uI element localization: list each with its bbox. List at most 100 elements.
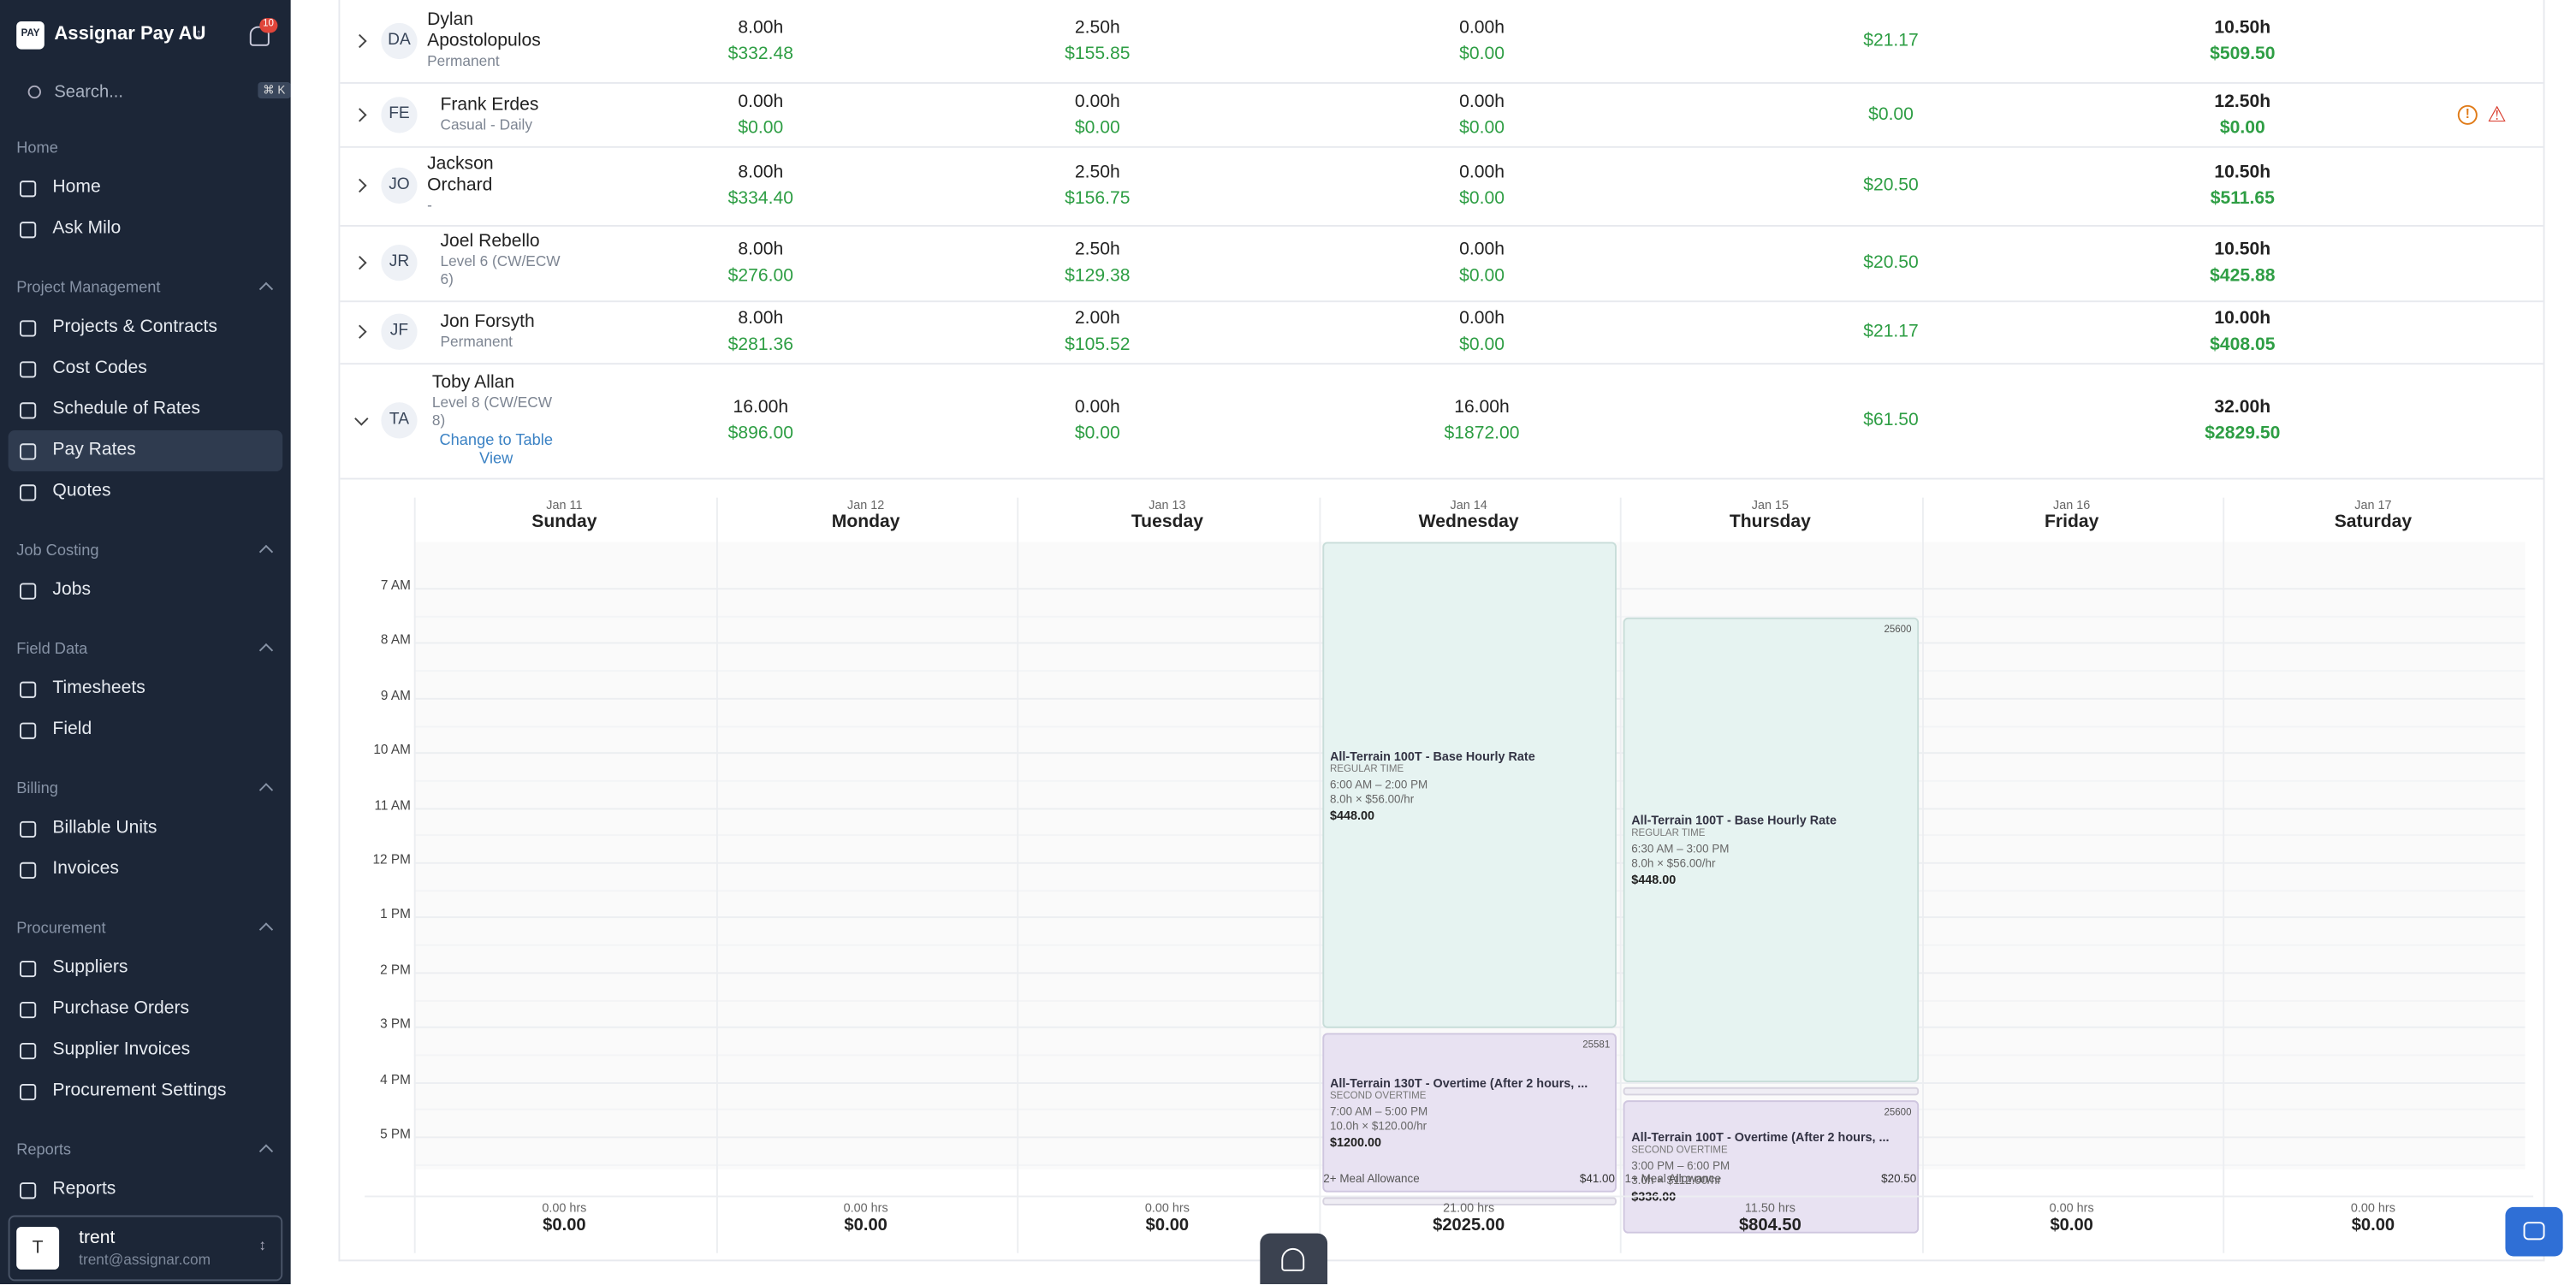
nav-item[interactable]: Timesheets [9, 668, 283, 709]
hour-label: 8 AM [380, 632, 411, 648]
total-hours: 10.50h [2214, 240, 2271, 260]
nav-label: Home [52, 177, 101, 198]
section-collapse[interactable] [258, 281, 274, 297]
pay-cell: 0.00h $0.00 [1459, 236, 1505, 288]
section-collapse[interactable] [258, 922, 274, 937]
section-collapse[interactable] [258, 1144, 274, 1158]
nav-icon [20, 1182, 37, 1199]
employee-avatar: FE [381, 96, 418, 133]
nav-label: Schedule of Rates [52, 399, 200, 419]
day-hours: 11.50 hrs [1744, 1200, 1795, 1216]
day-amount: $0.00 [543, 1215, 586, 1235]
expand-toggle[interactable] [353, 324, 367, 339]
section-title: Home [16, 139, 58, 158]
nav-label: Timesheets [52, 678, 145, 698]
nav-item[interactable]: Schedule of Rates [9, 389, 283, 430]
employee-name: Jon Forsyth [440, 311, 535, 332]
nav-item[interactable]: Field [9, 709, 283, 750]
search[interactable]: Search... ⌘ K [0, 72, 291, 118]
assistant-tab[interactable] [1260, 1233, 1328, 1285]
section-collapse[interactable] [258, 783, 274, 797]
nav-item[interactable]: Projects & Contracts [9, 307, 283, 348]
nav-item[interactable]: Cost Codes [9, 348, 283, 389]
pay-cell: 0.00h $0.00 [1459, 159, 1505, 211]
cost-code: 25581 [1582, 1041, 1611, 1051]
expand-toggle[interactable] [353, 255, 367, 270]
nav-item[interactable]: Invoices [9, 849, 283, 890]
nav-item[interactable]: Ask Milo [9, 209, 283, 250]
allowance: $20.50 [1863, 252, 1919, 273]
footer-divider [365, 1195, 2534, 1198]
hour-label: 7 AM [380, 577, 411, 593]
hour-label: 5 PM [380, 1126, 411, 1142]
day-total: 0.00 hrs $0.00 [1017, 1200, 1317, 1235]
expand-toggle[interactable] [354, 412, 369, 426]
expand-toggle[interactable] [353, 107, 367, 121]
nav: Home Home Ask Milo Project Management Projec… [0, 125, 291, 1252]
shift-block[interactable]: 25600 All-Terrain 100T - Base Hourly Rate… [1623, 617, 1919, 1083]
hours: 8.00h [738, 18, 784, 38]
hours: 0.00h [1459, 163, 1505, 183]
nav-item[interactable]: Suppliers [9, 948, 283, 989]
notification-badge: 10 [259, 18, 277, 33]
section-title: Project Management [0, 271, 291, 307]
pay-cell: 2.50h $129.38 [1065, 236, 1130, 288]
nav-item[interactable]: Purchase Orders [9, 989, 283, 1030]
shift-block[interactable]: 25581 All-Terrain 130T - Overtime (After … [1321, 1033, 1617, 1193]
nav-label: Invoices [52, 858, 119, 879]
notifications[interactable]: 10 [249, 18, 277, 46]
section-collapse[interactable] [258, 544, 274, 560]
expand-toggle[interactable] [353, 178, 367, 193]
nav-item[interactable]: Supplier Invoices [9, 1030, 283, 1071]
section-collapse[interactable] [258, 643, 274, 658]
nav-item[interactable]: Reports [9, 1170, 283, 1211]
hours: 0.00h [738, 91, 784, 111]
nav-label: Quotes [52, 481, 111, 501]
amount: $0.00 [1074, 117, 1120, 138]
pay-cell: 0.00h $0.00 [738, 88, 783, 140]
allowance-label: 2+ Meal Allowance [1323, 1174, 1420, 1186]
nav-icon [20, 402, 37, 419]
nav-label: Field [52, 719, 92, 739]
total-hours: 10.50h [2214, 163, 2271, 183]
nav-item[interactable]: Billable Units [9, 808, 283, 849]
nav-item[interactable]: Jobs [9, 570, 283, 611]
pay-cell: 0.00h $0.00 [1459, 15, 1505, 67]
day-hours: 0.00 hrs [843, 1200, 888, 1216]
hours: 0.00h [1459, 18, 1505, 38]
day-amount: $0.00 [1145, 1215, 1190, 1235]
error-icon: ⚠ [2487, 101, 2507, 126]
employee-name: Frank Erdes [440, 94, 539, 115]
day-divider [715, 497, 717, 1253]
employee-avatar: DA [381, 22, 418, 60]
expand-toggle[interactable] [353, 33, 367, 49]
shift-separator [1623, 1087, 1919, 1096]
nav-item[interactable]: Procurement Settings [9, 1071, 283, 1112]
employee-avatar: JF [381, 313, 418, 350]
shift-block[interactable]: All-Terrain 100T - Base Hourly Rate REGUL… [1321, 542, 1617, 1028]
section-title: Reports [0, 1134, 291, 1170]
chat-button[interactable] [2505, 1206, 2563, 1257]
day-date: Jan 17 [2354, 497, 2392, 512]
pay-cell: 0.00h $0.00 [1075, 88, 1120, 140]
allowance-amount: $41.00 [1579, 1174, 1616, 1186]
employee-subtitle: Permanent [440, 333, 513, 350]
shift-block[interactable]: 25600 All-Terrain 100T - Overtime (After … [1623, 1100, 1919, 1234]
nav-item[interactable]: Pay Rates [8, 429, 283, 471]
amount: $0.00 [1459, 44, 1505, 64]
nav-item[interactable]: Quotes [9, 471, 283, 512]
nav-item[interactable]: Home [9, 168, 283, 209]
view-toggle-link[interactable]: Change to Table View [439, 431, 553, 469]
search-icon [27, 85, 41, 99]
org-switcher[interactable]: Assignar Pay AU [54, 24, 206, 44]
day-total: 0.00 hrs $0.00 [2223, 1200, 2523, 1235]
amount: $105.52 [1065, 335, 1131, 355]
day-header: Jan 17 Saturday [2223, 498, 2523, 532]
amount: $155.85 [1065, 44, 1131, 64]
warning-icon: ! [2457, 104, 2478, 124]
pay-cell: 2.50h $155.85 [1065, 15, 1130, 67]
pay-cell: 2.50h $156.75 [1065, 159, 1130, 211]
hours: 16.00h [733, 397, 789, 417]
day-divider [1318, 497, 1321, 1253]
